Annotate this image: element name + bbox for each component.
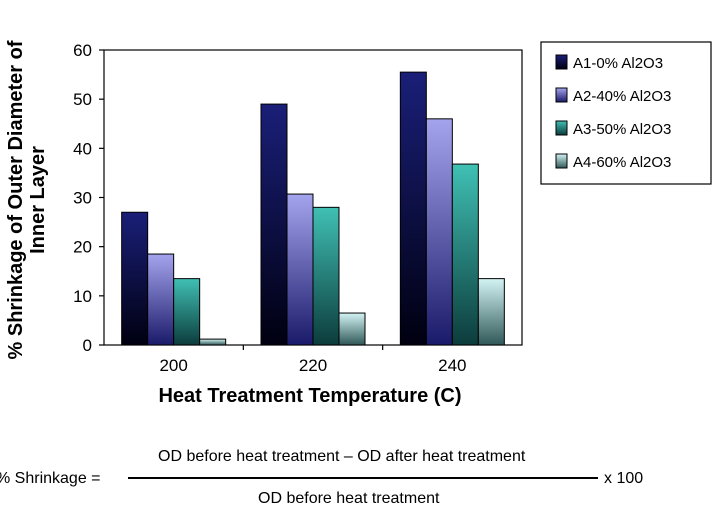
- y-axis-title-line2: Inner Layer: [27, 146, 49, 254]
- legend-swatch: [555, 87, 568, 103]
- y-tick-label: 30: [73, 189, 92, 208]
- formula-fraction-bar: [128, 477, 598, 479]
- x-tick-label: 220: [299, 356, 327, 375]
- formula-numerator: OD before heat treatment – OD after heat…: [158, 448, 526, 465]
- bar-2-200: [147, 253, 175, 346]
- formula-denominator: OD before heat treatment: [258, 490, 440, 507]
- shrinkage-formula: % Shrinkage = OD before heat treatment –…: [0, 430, 717, 510]
- bar-chart: 0 10 20 30 40 50 60 200 220 240 % Shrinkage of Ou…: [5, 40, 712, 407]
- bar-2-220: [286, 193, 314, 346]
- legend-box: [540, 41, 712, 185]
- bar-3-200: [173, 278, 201, 346]
- x-tick-label: 200: [159, 356, 187, 375]
- y-tick-label: 0: [83, 336, 92, 355]
- x-tick-label: 240: [438, 356, 466, 375]
- legend-label: A1-0% Al2O3: [573, 55, 663, 72]
- bar-1-240: [399, 71, 427, 346]
- bar-1-200: [121, 211, 149, 346]
- legend-swatch: [555, 153, 568, 169]
- y-axis-title-line1: % Shrinkage of Outer Diameter of: [5, 40, 27, 359]
- y-tick-label: 20: [73, 238, 92, 257]
- y-tick-label: 10: [73, 287, 92, 306]
- legend-swatch: [555, 120, 568, 136]
- plot-area: 0 10 20 30 40 50 60 200 220 240: [73, 41, 523, 375]
- legend-label: A4-60% Al2O3: [573, 154, 671, 171]
- bar-3-240: [451, 163, 479, 346]
- y-axis-title: % Shrinkage of Outer Diameter of Inner L…: [5, 40, 49, 359]
- bar-1-220: [260, 103, 288, 346]
- bar-2-240: [425, 118, 453, 346]
- legend: A1-0% Al2O3 A2-40% Al2O3 A3-50% Al2O3 A4-60…: [540, 41, 712, 185]
- y-tick-label: 60: [73, 41, 92, 60]
- y-tick-label: 50: [73, 90, 92, 109]
- legend-swatch: [555, 54, 568, 70]
- bar-4-240: [477, 278, 505, 346]
- x-axis-title: Heat Treatment Temperature (C): [158, 385, 461, 407]
- bar-4-200: [199, 338, 227, 346]
- bar-3-220: [312, 206, 340, 346]
- legend-label: A2-40% Al2O3: [573, 88, 671, 105]
- formula-lhs: % Shrinkage =: [0, 470, 101, 487]
- legend-label: A3-50% Al2O3: [573, 121, 671, 138]
- formula-multiplier: x 100: [604, 470, 644, 487]
- y-tick-label: 40: [73, 139, 92, 158]
- bar-4-220: [338, 312, 366, 346]
